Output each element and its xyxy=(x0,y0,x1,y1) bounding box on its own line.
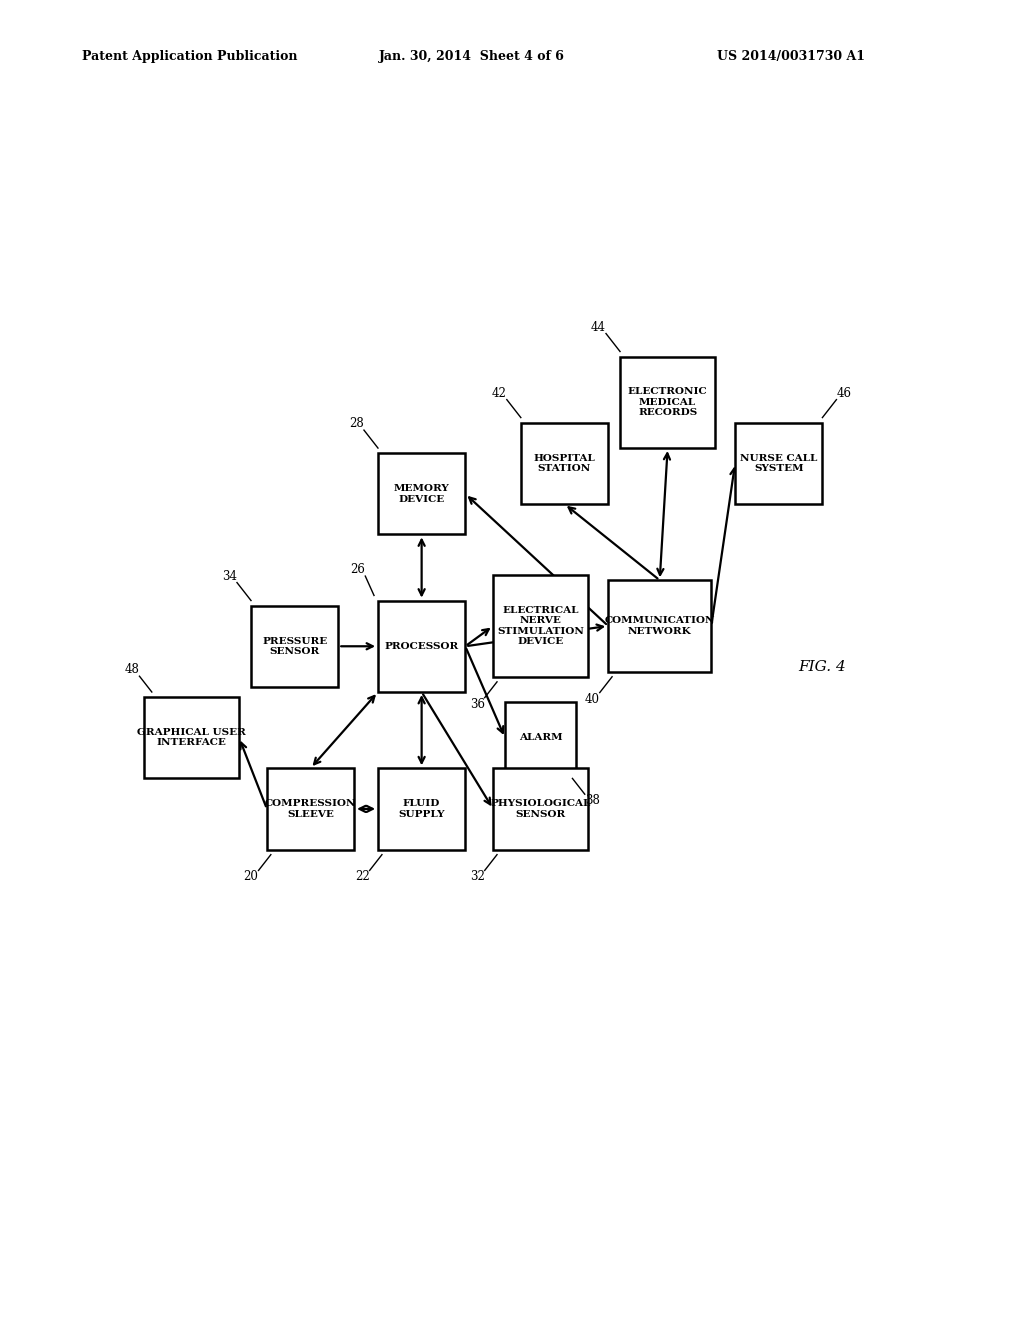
Text: 22: 22 xyxy=(355,870,370,883)
Text: 34: 34 xyxy=(222,569,237,582)
Bar xyxy=(608,581,712,672)
Text: 38: 38 xyxy=(585,795,600,808)
Text: 40: 40 xyxy=(585,693,600,706)
Text: Patent Application Publication: Patent Application Publication xyxy=(82,50,297,63)
Text: ELECTRONIC
MEDICAL
RECORDS: ELECTRONIC MEDICAL RECORDS xyxy=(628,388,708,417)
Bar xyxy=(505,702,577,774)
Text: FIG. 4: FIG. 4 xyxy=(799,660,846,673)
Bar xyxy=(494,768,589,850)
Bar xyxy=(735,422,822,504)
Bar xyxy=(621,356,716,447)
Bar xyxy=(251,606,338,686)
Text: 20: 20 xyxy=(244,870,258,883)
Bar xyxy=(521,422,608,504)
Bar xyxy=(378,601,465,692)
Text: 46: 46 xyxy=(837,387,851,400)
Bar xyxy=(378,453,465,535)
Text: MEMORY
DEVICE: MEMORY DEVICE xyxy=(394,484,450,503)
Text: 28: 28 xyxy=(349,417,364,430)
Text: NURSE CALL
SYSTEM: NURSE CALL SYSTEM xyxy=(740,454,817,473)
Text: COMMUNICATION
NETWORK: COMMUNICATION NETWORK xyxy=(604,616,715,636)
Text: PROCESSOR: PROCESSOR xyxy=(384,642,459,651)
Text: 26: 26 xyxy=(350,564,366,576)
Bar xyxy=(267,768,354,850)
Text: 42: 42 xyxy=(492,387,507,400)
Text: ALARM: ALARM xyxy=(519,733,562,742)
Text: 32: 32 xyxy=(470,870,484,883)
Text: COMPRESSION
SLEEVE: COMPRESSION SLEEVE xyxy=(265,799,356,818)
Bar xyxy=(494,576,589,677)
Text: FLUID
SUPPLY: FLUID SUPPLY xyxy=(398,799,444,818)
Text: 36: 36 xyxy=(470,698,484,710)
Text: 44: 44 xyxy=(591,321,606,334)
Text: PRESSURE
SENSOR: PRESSURE SENSOR xyxy=(262,636,328,656)
Bar xyxy=(143,697,240,779)
Text: HOSPITAL
STATION: HOSPITAL STATION xyxy=(534,454,595,473)
Text: PHYSIOLOGICAL
SENSOR: PHYSIOLOGICAL SENSOR xyxy=(490,799,591,818)
Text: GRAPHICAL USER
INTERFACE: GRAPHICAL USER INTERFACE xyxy=(137,729,246,747)
Bar xyxy=(378,768,465,850)
Text: Jan. 30, 2014  Sheet 4 of 6: Jan. 30, 2014 Sheet 4 of 6 xyxy=(379,50,565,63)
Text: ELECTRICAL
NERVE
STIMULATION
DEVICE: ELECTRICAL NERVE STIMULATION DEVICE xyxy=(498,606,584,645)
Text: 48: 48 xyxy=(125,663,139,676)
Text: US 2014/0031730 A1: US 2014/0031730 A1 xyxy=(717,50,865,63)
